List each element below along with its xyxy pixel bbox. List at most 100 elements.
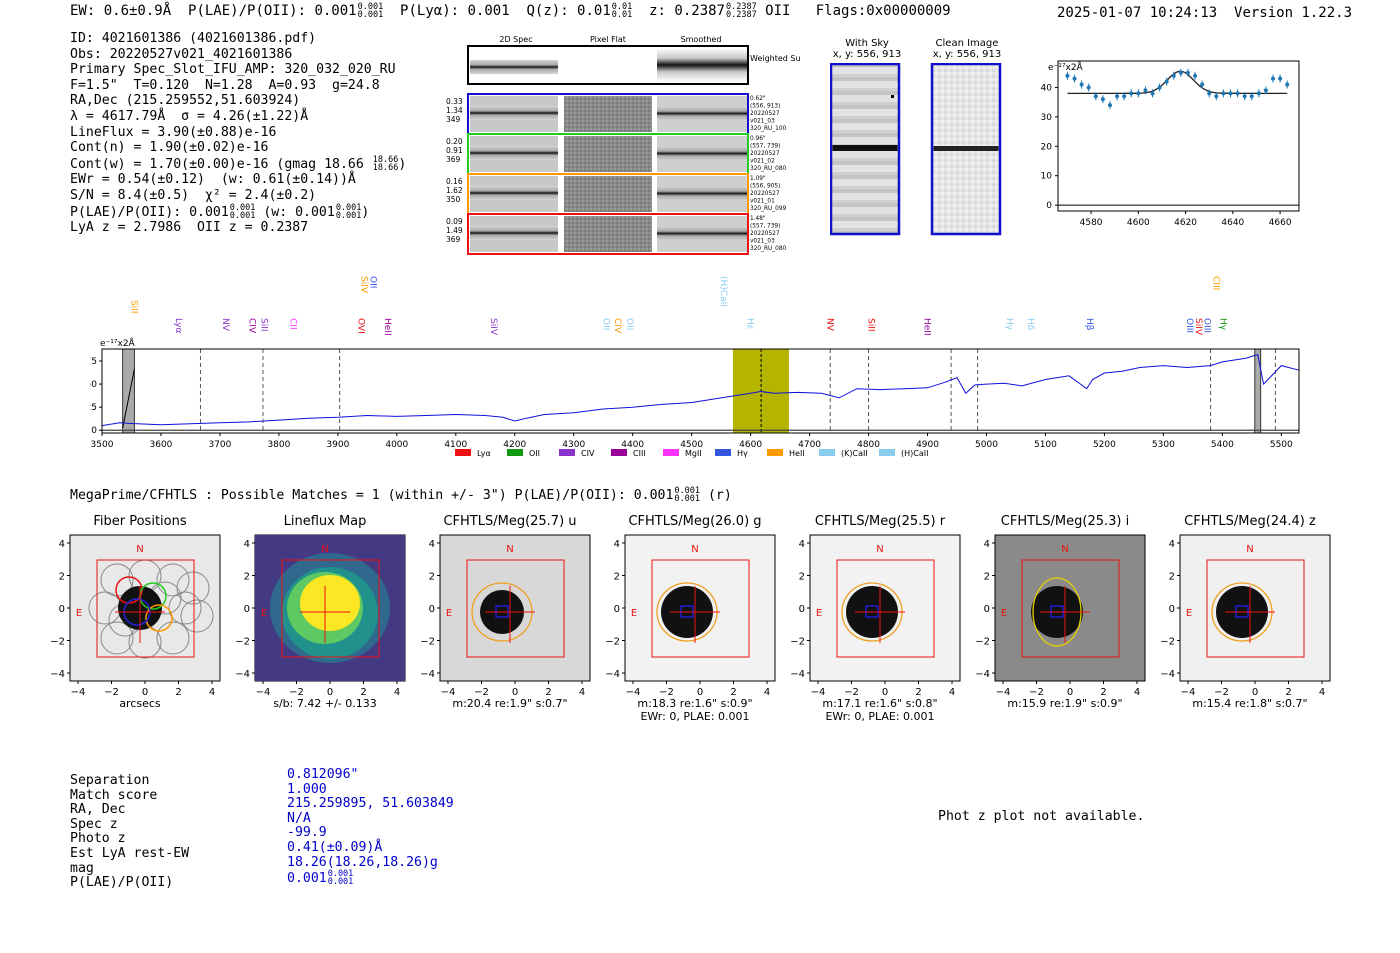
spec-row-left-label: 349 (446, 115, 461, 124)
spectral-line-marker: OII (367, 276, 377, 288)
spec-row-right-label: 320_RU_099 (750, 206, 787, 212)
cutout-ytick-label: 2 (429, 572, 435, 583)
zoom-data-point (1086, 85, 1091, 90)
zoom-chart-frame (1057, 60, 1300, 212)
full-chart-frame (101, 348, 1300, 434)
info-fparams: F=1.5" T=0.120 N=1.28 A=0.93 g=24.8 (70, 77, 380, 93)
spectral-line-marker: SiII (129, 300, 139, 314)
spec-row-smoothed-trace (657, 146, 747, 161)
spec-row-frame (467, 213, 749, 255)
full-chart-scale-label: e⁻¹⁷x2Å (100, 337, 136, 349)
fiber-circle (156, 563, 190, 597)
full-xtick-label: 5000 (975, 440, 998, 450)
cutout-xtick-label: −2 (289, 687, 304, 695)
search-box (651, 559, 750, 658)
lineflux-peak (300, 575, 360, 631)
info-plae: P(LAE)/P(OII): 0.001 0.001 0.001 (w: 0.001… (70, 202, 370, 221)
spec-row-left-label: 369 (446, 235, 461, 244)
cutout-ytick-label: −4 (1160, 669, 1175, 680)
zoom-data-point (1143, 88, 1148, 93)
match-value: 0.812096" (287, 767, 359, 782)
spec-row-right-label: 320_RU_100 (750, 126, 787, 132)
cutout-xtick-label: 2 (360, 687, 366, 695)
cutout-xtick-label: −2 (844, 687, 859, 695)
zoom-xtick-label: 4600 (1127, 218, 1150, 228)
match-label: RA, Dec (70, 802, 126, 818)
cutout-ytick-label: 2 (984, 572, 990, 583)
north-label: N (1246, 544, 1253, 555)
cutout-xtick-label: 4 (394, 687, 400, 695)
cutout-title: CFHTLS/Meg(25.7) u (443, 514, 577, 529)
zoom-data-point (1256, 91, 1261, 96)
spec-row-trace (470, 146, 558, 160)
spectral-line-marker: NV (824, 318, 834, 332)
header-flags: Flags:0x00000009 (815, 3, 951, 19)
zoom-ytick-label: 40 (1041, 83, 1053, 93)
cutout-ytick-label: −4 (420, 669, 435, 680)
spec-row-right-label: (557, 739) (750, 224, 780, 230)
cutout-ytick-label: 4 (59, 539, 65, 550)
spectral-line-marker: CIV (612, 318, 622, 334)
match-values: 0.812096" 1.000 215.259895, 51.603849 N/A -9… (287, 767, 454, 888)
zoom-data-point (1093, 94, 1098, 99)
legend-swatch (767, 449, 783, 456)
spec-row-right-label: 1.09" (750, 176, 766, 182)
zoom-data-point (1221, 91, 1226, 96)
detection-info: ID: 4021601386 (4021601386.pdf) Obs: 2022… (70, 31, 406, 236)
full-xtick-label: 4400 (621, 440, 644, 450)
spectral-line-marker: OVI (356, 318, 366, 334)
cutout-xtick-label: 0 (882, 687, 888, 695)
east-label: E (446, 608, 452, 619)
sky-images (830, 63, 1002, 236)
weighted-sum-label: Weighted Sum (750, 54, 800, 63)
info-lineflux: LineFlux = 3.90(±0.88)e-16 (70, 124, 277, 140)
cutout-caption: m:18.3 re:1.6" s:0.9" (637, 697, 753, 710)
info-contn: Cont(n) = 1.90(±0.02)e-16 (70, 140, 269, 156)
zoom-data-point (1263, 88, 1268, 93)
cutout-ytick-label: −4 (790, 669, 805, 680)
full-xtick-label: 4600 (739, 440, 762, 450)
spec-row-left-label: 1.34 (446, 106, 463, 115)
legend-label: CIII (633, 449, 646, 458)
zoom-data-point (1171, 73, 1176, 78)
full-xtick-label: 4200 (503, 440, 526, 450)
fiber-circle (100, 621, 134, 655)
info-ewr: EWr = 0.54(±0.12) (w: 0.61(±0.14))Å (70, 172, 356, 188)
legend-swatch (455, 449, 471, 456)
spec-row-left-label: 369 (446, 155, 461, 164)
zoom-data-point (1200, 82, 1205, 87)
cutout-xtick-label: 2 (1285, 687, 1291, 695)
cutout-xtick-label: 4 (764, 687, 770, 695)
info-obs: Obs: 20220527v021_4021601386 (70, 46, 293, 62)
cutout-ytick-label: −2 (975, 637, 990, 648)
zoom-data-point (1164, 79, 1169, 84)
full-xtick-label: 3700 (208, 440, 231, 450)
zoom-data-point (1278, 76, 1283, 81)
zoom-ytick-label: 30 (1041, 113, 1053, 123)
spectral-line-marker: Hγ (1218, 318, 1228, 331)
cutout-ytick-label: 0 (429, 604, 435, 615)
full-xtick-label: 4500 (680, 440, 703, 450)
zoom-xtick-label: 4640 (1221, 218, 1244, 228)
zoom-line-chart: e⁻¹⁷x2Å 0 10 20 30 40 4580 4600 4620 4640 4660 (1041, 60, 1300, 228)
match-value: 0.001 0.001 0.001 (287, 869, 354, 888)
clean-image (930, 63, 1002, 236)
cutout-ytick-label: 4 (614, 539, 620, 550)
spec-row-smoothed-trace (657, 226, 747, 241)
north-label: N (136, 544, 143, 555)
header-qz: Q(z): 0.01 (526, 3, 611, 19)
spec-row-right-label: v021_03 (750, 119, 775, 125)
col-label-2dspec: 2D Spec (499, 35, 532, 44)
zoom-data-point (1271, 76, 1276, 81)
legend-label: MgII (685, 449, 702, 458)
spec-row-right-label: v021_03 (750, 239, 775, 245)
east-label: E (631, 608, 637, 619)
spec-row-left-label: 0.91 (446, 146, 463, 155)
zoom-data-point (1242, 94, 1247, 99)
cutout-ytick-label: −2 (235, 637, 250, 648)
cutout-ytick-label: 2 (59, 572, 65, 583)
